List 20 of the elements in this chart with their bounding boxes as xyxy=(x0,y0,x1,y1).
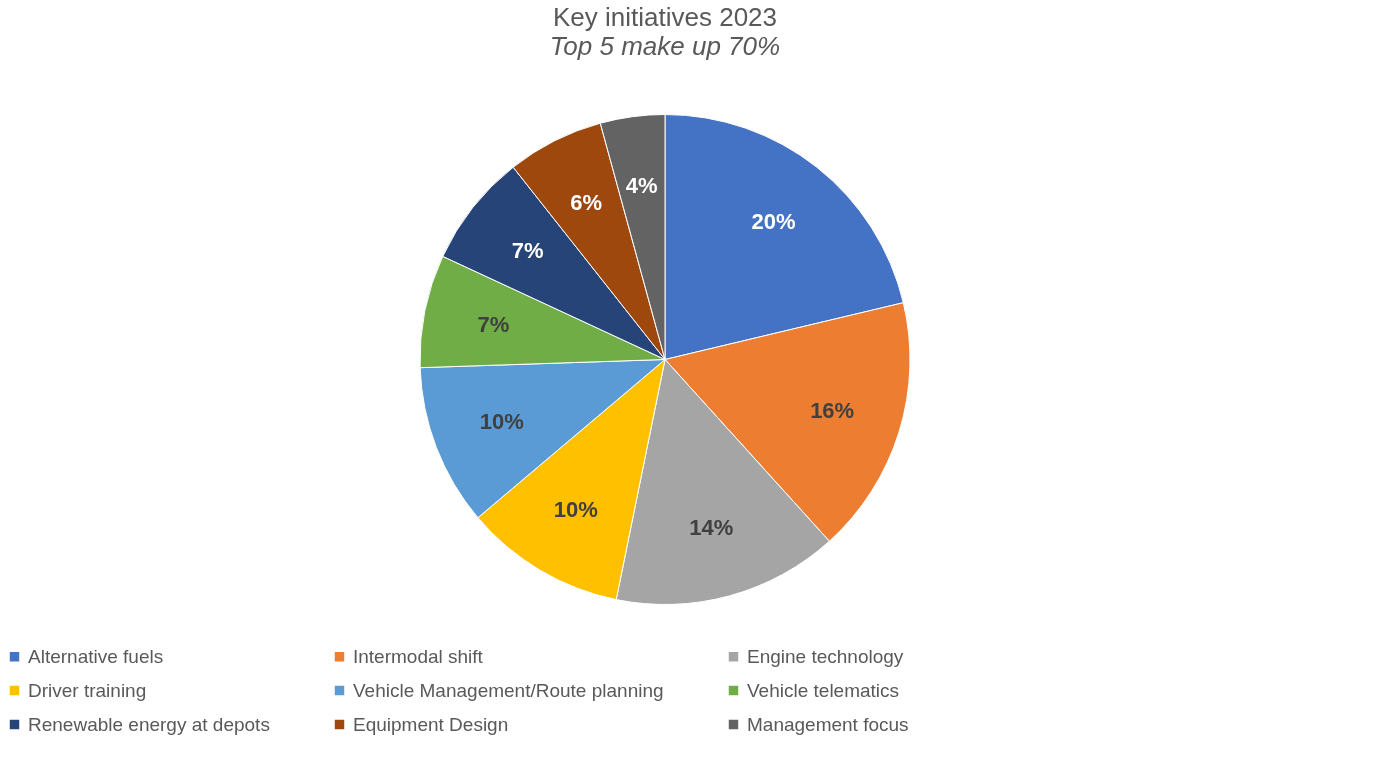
data-label: 4% xyxy=(625,173,658,199)
legend-label: Vehicle telematics xyxy=(747,679,900,701)
data-label: 14% xyxy=(689,515,734,541)
legend-label: Intermodal shift xyxy=(353,645,484,667)
legend-label: Renewable energy at depots xyxy=(28,713,270,735)
data-label: 7% xyxy=(511,238,544,264)
data-label: 20% xyxy=(751,209,796,235)
legend-label: Driver training xyxy=(28,679,147,701)
legend-label: Management focus xyxy=(747,713,909,735)
legend-label: Vehicle Management/Route planning xyxy=(353,679,664,701)
data-label: 7% xyxy=(477,311,510,337)
chart-subtitle: Top 5 make up 70% xyxy=(549,31,781,61)
data-label: 10% xyxy=(553,497,598,523)
data-label: 10% xyxy=(479,409,524,435)
legend-label: Engine technology xyxy=(747,645,904,667)
legend-label: Alternative fuels xyxy=(28,645,164,667)
legend-label: Equipment Design xyxy=(353,713,509,735)
data-label: 16% xyxy=(810,398,855,424)
chart-title: Key initiatives 2023 xyxy=(552,2,778,32)
data-label: 6% xyxy=(570,190,602,216)
